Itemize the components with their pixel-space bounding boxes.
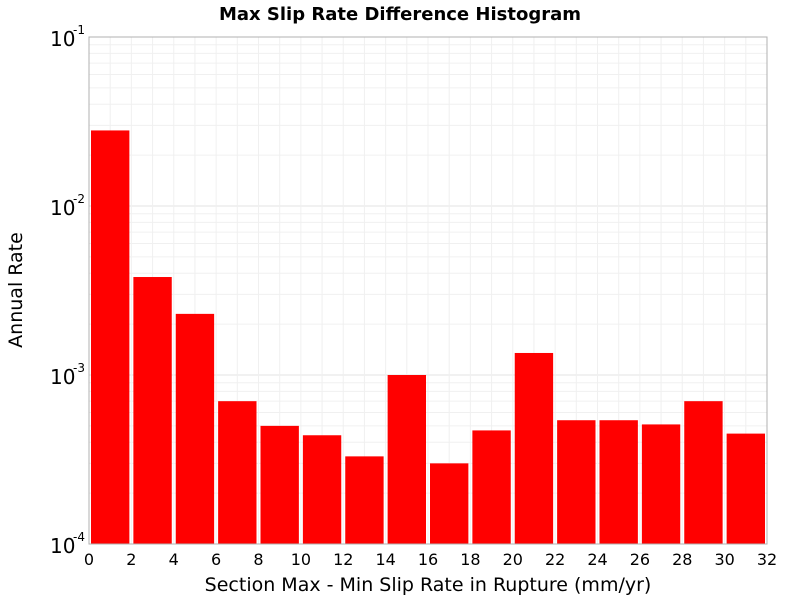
x-axis-ticks: 0 2 4 6 8 10 12 14 16 18 20 22 24 26 28 30 32 [84, 550, 777, 569]
bars-group [91, 130, 765, 544]
x-tick-label: 8 [253, 550, 263, 569]
histogram-bar [557, 420, 596, 544]
x-tick-label: 2 [126, 550, 136, 569]
x-tick-label: 0 [84, 550, 94, 569]
histogram-bar [387, 375, 426, 544]
x-tick-label: 32 [757, 550, 777, 569]
y-axis-label: Annual Rate [5, 232, 27, 348]
x-tick-label: 20 [503, 550, 523, 569]
histogram-bar [726, 433, 765, 544]
x-axis-label: Section Max - Min Slip Rate in Rupture (… [205, 574, 652, 596]
histogram-bar [430, 463, 469, 544]
histogram-bar [345, 456, 384, 544]
y-tick-exponent: -3 [73, 361, 85, 375]
y-tick-label: 10 [50, 365, 75, 389]
histogram-bar [175, 313, 215, 544]
x-tick-label: 28 [672, 550, 692, 569]
histogram-bar [599, 420, 638, 544]
x-tick-label: 6 [211, 550, 221, 569]
y-axis-ticks: 10-410-310-210-1 [50, 23, 85, 558]
histogram-bar [641, 424, 681, 544]
y-tick-label: 10 [50, 196, 75, 220]
x-tick-label: 18 [460, 550, 480, 569]
y-tick-label: 10 [50, 534, 75, 558]
x-tick-label: 26 [630, 550, 650, 569]
histogram-bar [133, 277, 172, 544]
x-tick-label: 4 [169, 550, 179, 569]
histogram-bar [472, 430, 511, 544]
x-tick-label: 22 [545, 550, 565, 569]
histogram-bar [91, 130, 130, 544]
y-tick-exponent: -4 [73, 530, 85, 544]
chart-title: Max Slip Rate Difference Histogram [219, 4, 581, 25]
y-tick-label: 10 [50, 27, 75, 51]
histogram-bar [260, 425, 299, 544]
histogram-bar [218, 401, 257, 544]
y-tick-exponent: -2 [73, 192, 85, 206]
x-tick-label: 30 [714, 550, 734, 569]
histogram-bar [514, 352, 554, 544]
plot-frame [88, 36, 768, 545]
histogram-bar [684, 401, 723, 544]
x-tick-label: 24 [587, 550, 607, 569]
x-tick-label: 10 [291, 550, 311, 569]
x-tick-label: 12 [333, 550, 353, 569]
y-tick-exponent: -1 [73, 23, 85, 37]
histogram-bar [302, 435, 342, 544]
x-tick-label: 16 [418, 550, 438, 569]
x-tick-label: 14 [375, 550, 395, 569]
